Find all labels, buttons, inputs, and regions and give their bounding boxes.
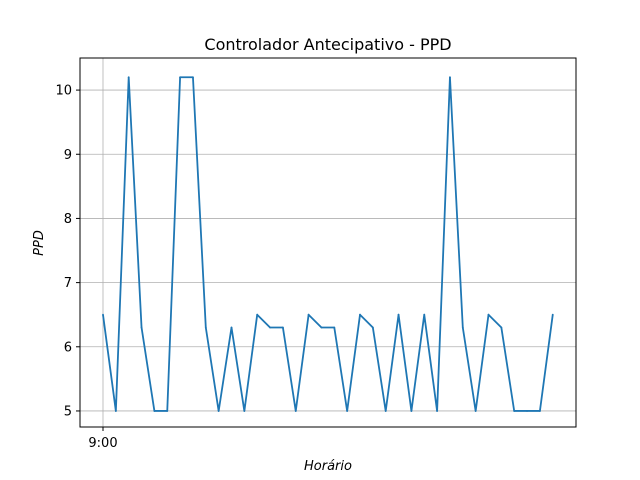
data-point — [282, 326, 284, 329]
data-point — [397, 313, 400, 316]
y-tick-label: 9 — [64, 148, 72, 163]
data-point — [217, 410, 220, 412]
chart-title: Controlador Antecipativo - PPD — [204, 35, 451, 54]
data-point — [436, 410, 438, 412]
x-axis-label: Horário — [304, 459, 352, 474]
data-point — [333, 326, 336, 329]
data-point — [384, 410, 387, 412]
data-point — [449, 76, 451, 79]
data-point — [423, 313, 426, 316]
data-point — [320, 326, 323, 329]
data-point — [294, 410, 297, 412]
data-point — [269, 326, 271, 329]
data-point — [461, 326, 464, 329]
data-point — [204, 326, 207, 329]
y-axis-ticks: 5 6 7 8 9 10 — [55, 84, 80, 419]
data-point — [114, 410, 117, 412]
x-axis-ticks: 9:00 — [88, 427, 118, 451]
y-tick-label: 7 — [64, 276, 72, 291]
y-tick-label: 6 — [64, 340, 72, 355]
data-point — [153, 410, 156, 412]
data-point — [410, 410, 413, 412]
series-layer — [102, 76, 554, 412]
data-point — [474, 410, 477, 412]
series-line — [102, 76, 554, 412]
data-point — [307, 313, 310, 316]
data-point — [127, 76, 130, 79]
data-point — [487, 313, 490, 316]
y-tick-label: 10 — [55, 84, 72, 99]
data-point — [102, 313, 104, 316]
data-point — [513, 410, 516, 412]
y-tick-label: 8 — [64, 212, 72, 227]
plot-area-frame — [79, 57, 577, 428]
data-point — [230, 326, 233, 329]
data-point — [166, 410, 169, 412]
data-point — [192, 76, 194, 79]
data-point — [500, 326, 503, 329]
grid — [80, 58, 576, 427]
data-point — [346, 410, 349, 412]
data-point — [256, 313, 259, 316]
data-point — [551, 313, 554, 316]
data-point — [526, 410, 528, 412]
y-tick-label: 5 — [64, 404, 72, 419]
x-tick-label: 9:00 — [88, 436, 117, 451]
data-point — [539, 410, 541, 412]
data-point — [371, 326, 374, 329]
data-point — [179, 76, 182, 79]
y-axis-label: PPD — [32, 230, 47, 256]
data-point — [140, 326, 143, 329]
data-point — [243, 410, 246, 412]
data-point — [359, 313, 361, 316]
